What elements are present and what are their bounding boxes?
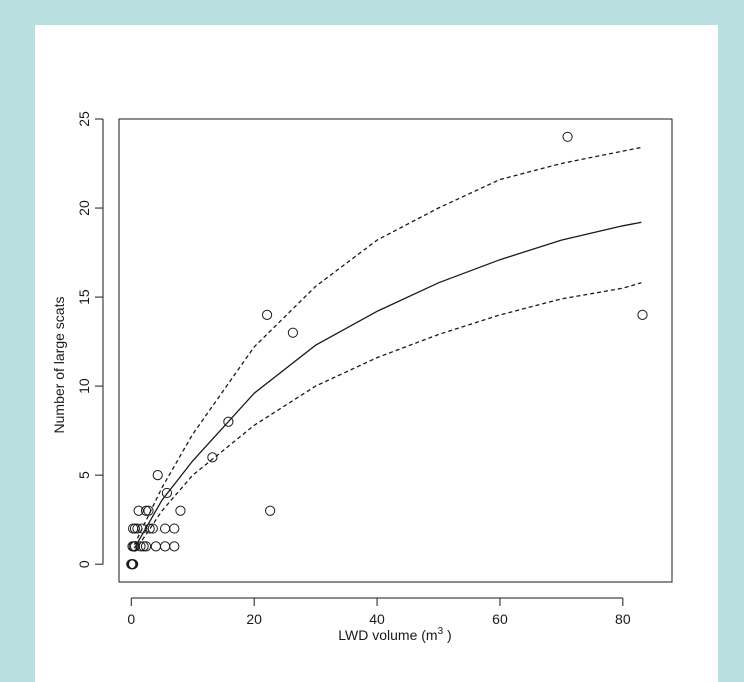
data-point — [287, 327, 298, 338]
data-point — [150, 541, 161, 552]
data-point — [207, 452, 218, 463]
data-point — [261, 309, 273, 320]
x-tick-label: 0 — [127, 611, 135, 627]
x-tick-label: 40 — [369, 611, 385, 627]
y-tick-label: 0 — [76, 560, 92, 568]
y-tick-label: 25 — [76, 111, 92, 127]
x-axis-title: LWD volume (m3 ) — [338, 626, 451, 643]
upper-confidence-band — [133, 146, 642, 545]
y-axis: 0 5 10 15 20 25 — [76, 111, 104, 568]
data-point — [129, 541, 141, 552]
data-point — [147, 523, 158, 534]
data-point — [143, 505, 154, 516]
data-point — [135, 541, 146, 552]
data-point — [169, 541, 180, 552]
x-tick-label: 80 — [615, 611, 631, 627]
data-points — [126, 131, 648, 570]
data-point — [129, 523, 141, 534]
data-point — [159, 523, 171, 534]
data-point — [152, 470, 163, 481]
fit-curves — [133, 146, 642, 553]
y-axis-title: Number of large scats — [51, 297, 67, 434]
data-point — [133, 505, 144, 516]
fitted-curve — [133, 221, 642, 549]
lower-confidence-band — [133, 282, 642, 553]
data-point — [140, 505, 152, 516]
data-point — [637, 309, 648, 320]
data-point — [132, 523, 143, 534]
data-point — [128, 559, 139, 570]
data-point — [161, 487, 173, 499]
data-point — [137, 523, 148, 534]
x-tick-label: 60 — [492, 611, 508, 627]
data-point — [223, 416, 234, 427]
y-tick-label: 20 — [76, 200, 92, 216]
data-point — [140, 541, 152, 552]
data-point — [175, 505, 186, 516]
plot-frame — [118, 118, 673, 583]
data-point — [562, 131, 573, 142]
data-point — [144, 523, 155, 534]
y-tick-label: 15 — [76, 289, 92, 305]
data-point — [138, 541, 149, 552]
x-tick-label: 20 — [246, 611, 262, 627]
y-tick-label: 10 — [76, 378, 92, 394]
data-point — [159, 541, 171, 552]
figure-panel: 0 20 40 60 80 0 5 10 15 20 25 LWD volume (m3 ) Nu… — [35, 25, 718, 682]
x-axis: 0 20 40 60 80 — [127, 597, 631, 627]
data-point — [265, 505, 276, 516]
y-tick-label: 5 — [76, 471, 92, 479]
scatter-chart: 0 20 40 60 80 0 5 10 15 20 25 LWD volume (m3 ) Nu… — [51, 111, 673, 643]
data-point — [169, 523, 180, 534]
